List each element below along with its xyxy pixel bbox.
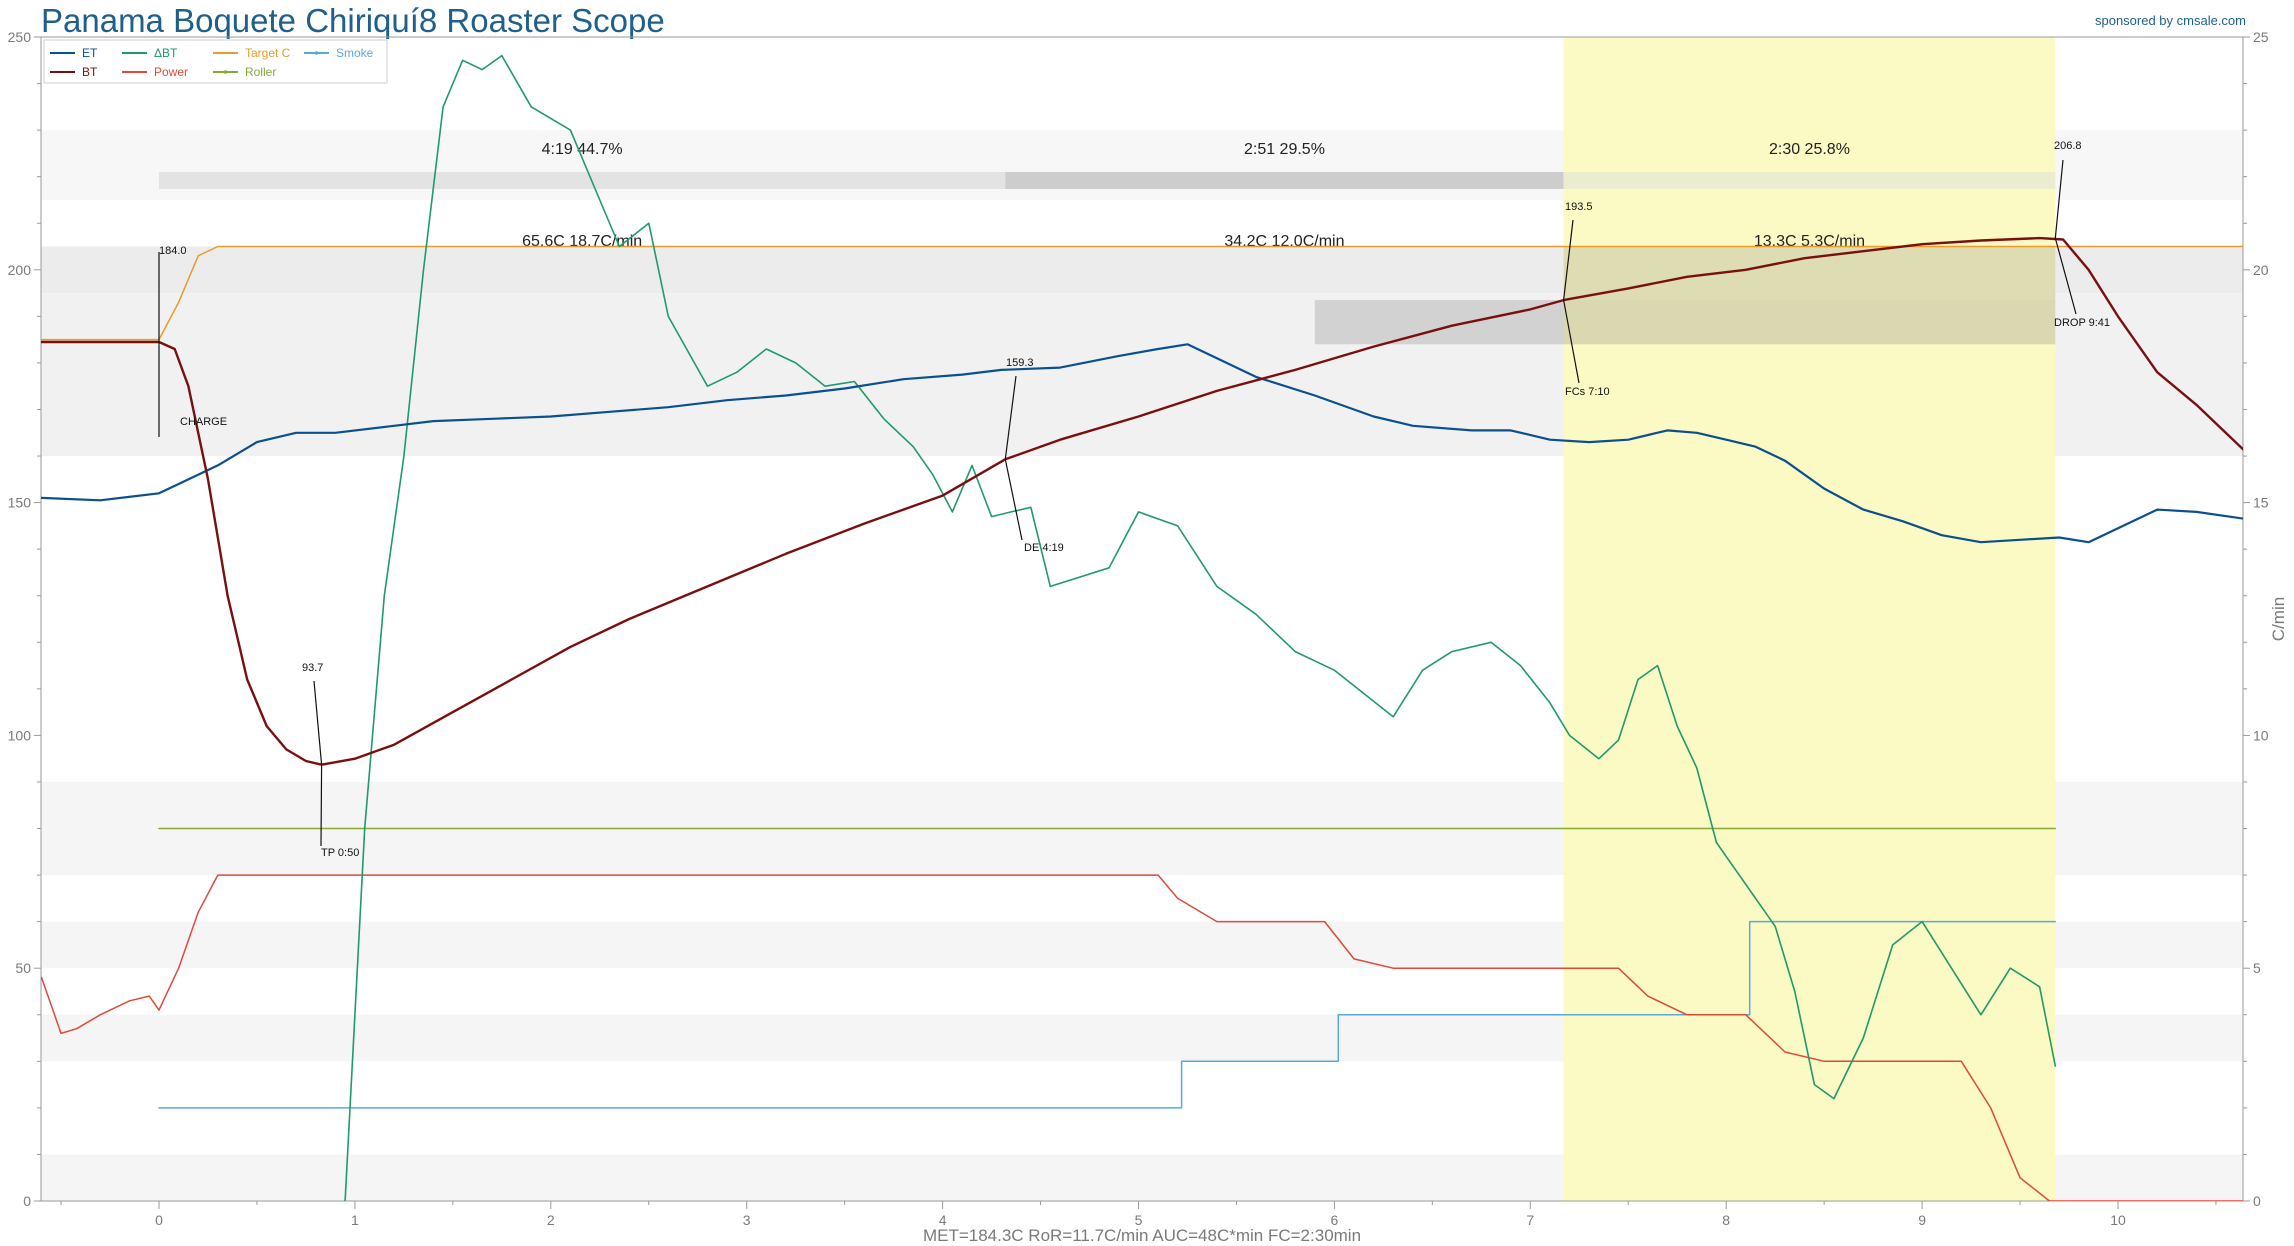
y-tick-label-right: 0 <box>2253 1193 2261 1209</box>
drop-leader <box>2054 237 2077 315</box>
phase-2-rate-label: 34.2C 12.0C/min <box>1224 233 1344 250</box>
y-tick-label-left: 250 <box>8 29 32 45</box>
y-tick-label-right: 5 <box>2253 960 2261 976</box>
series-power-line <box>41 874 2243 1201</box>
drop-temp-leader <box>2054 159 2064 239</box>
x-tick-label: 5 <box>1135 1212 1143 1228</box>
legend-target-c-label: Target C <box>245 46 291 60</box>
series-target-c-line <box>41 245 2243 341</box>
y-tick-label-left: 150 <box>8 495 32 511</box>
legend-smoke-marker <box>314 51 319 55</box>
charge-temp-label: 184.0 <box>159 245 187 257</box>
phase-bar-2 <box>1005 172 1564 189</box>
x-tick-label: 0 <box>155 1212 163 1228</box>
legend-smoke-label: Smoke <box>336 46 374 60</box>
phase-bar-3 <box>1563 172 2056 189</box>
plot-frame <box>40 36 2244 1202</box>
x-tick-label: 2 <box>547 1212 555 1228</box>
x-tick-label: 8 <box>1722 1212 1730 1228</box>
fcs-temp-label: 193.5 <box>1565 201 1593 213</box>
phase-1-time-label: 4:19 44.7% <box>542 141 623 158</box>
y-tick-label-left: 200 <box>8 262 32 278</box>
tp-temp-leader <box>313 680 323 765</box>
y-axis-label-right: C/min <box>2269 597 2288 641</box>
legend-power-label: Power <box>154 65 188 79</box>
footer-stats: MET=184.3C RoR=11.7C/min AUC=48C*min FC=… <box>923 1226 1361 1245</box>
legend-delta-bt-label: ΔBT <box>154 46 178 60</box>
drop-temp-label: 206.8 <box>2054 140 2082 152</box>
de-label: DE 4:19 <box>1024 542 1064 554</box>
series-smoke-line <box>158 920 2057 1109</box>
phase-2-time-label: 2:51 29.5% <box>1244 141 1325 158</box>
de-temp-leader <box>1004 375 1017 460</box>
tp-label: TP 0:50 <box>321 847 359 859</box>
y-tick-label-right: 25 <box>2253 29 2269 45</box>
phase-bar-1 <box>159 172 1006 189</box>
y-tick-label-left: 100 <box>8 727 32 743</box>
fcs-leader <box>1563 299 1580 384</box>
page-title: Panama Boquete Chiriquí8 Roaster Scope <box>41 2 665 39</box>
drop-label: DROP 9:41 <box>2054 317 2110 329</box>
phase-3-time-label: 2:30 25.8% <box>1769 141 1850 158</box>
x-tick-label: 9 <box>1918 1212 1926 1228</box>
x-tick-label: 6 <box>1331 1212 1339 1228</box>
y-tick-label-right: 10 <box>2253 727 2269 743</box>
x-tick-label: 3 <box>743 1212 751 1228</box>
series-layer <box>41 54 2243 1201</box>
charge-label: CHARGE <box>180 416 227 428</box>
legend-roller-label: Roller <box>245 65 276 79</box>
fcs-label: FCs 7:10 <box>1565 386 1610 398</box>
de-temp-label: 159.3 <box>1006 357 1034 369</box>
series-delta-bt-line <box>344 54 2057 1201</box>
x-tick-label: 7 <box>1526 1212 1534 1228</box>
x-tick-label: 4 <box>939 1212 947 1228</box>
sponsor-link[interactable]: sponsored by cmsale.com <box>2094 13 2246 28</box>
y-tick-label-left: 50 <box>15 960 31 976</box>
series-et-line <box>41 343 2243 544</box>
y-tick-label-right: 15 <box>2253 495 2269 511</box>
legend-roller-marker <box>223 70 228 74</box>
de-leader <box>1004 459 1023 541</box>
bt-range-overlay <box>1563 246 2056 301</box>
x-tick-label: 1 <box>351 1212 359 1228</box>
legend: ET BT ΔBT Power Target C Roller Smoke <box>43 39 388 84</box>
tp-leader <box>320 764 323 847</box>
series-bt-line <box>41 236 2243 766</box>
phase-1-rate-label: 65.6C 18.7C/min <box>522 233 642 250</box>
bt-range-overlay <box>1314 300 2056 345</box>
legend-et-label: ET <box>82 46 98 60</box>
x-tick-label: 10 <box>2110 1212 2126 1228</box>
legend-box <box>43 39 388 84</box>
y-tick-label-left: 0 <box>23 1193 31 1209</box>
phase-3-rate-label: 13.3C 5.3C/min <box>1754 233 1865 250</box>
tp-temp-label: 93.7 <box>302 662 323 674</box>
y-tick-label-right: 20 <box>2253 262 2269 278</box>
fcs-temp-leader <box>1563 219 1574 301</box>
legend-bt-label: BT <box>82 65 98 79</box>
development-phase-band <box>1563 37 2056 1201</box>
